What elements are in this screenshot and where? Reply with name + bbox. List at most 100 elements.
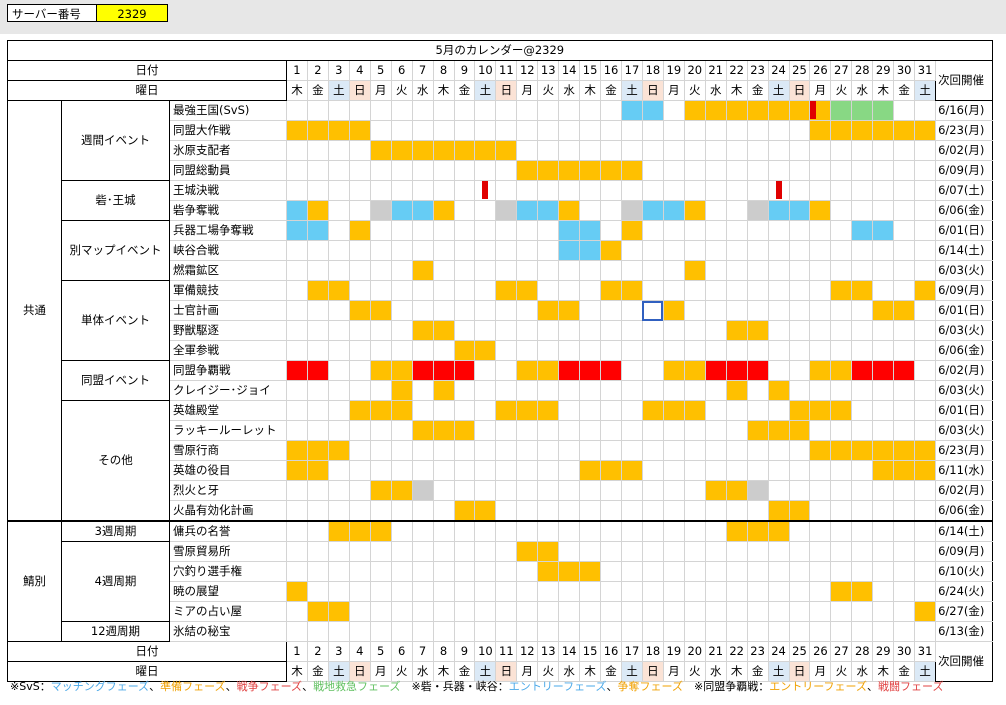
day-cell[interactable] [516,400,539,421]
day-cell[interactable] [579,320,602,341]
event-name[interactable]: 全軍参戦 [169,340,287,361]
day-cell[interactable] [537,561,560,582]
day-cell[interactable] [872,320,895,341]
day-cell[interactable] [830,160,853,181]
day-cell[interactable] [621,100,643,121]
event-name[interactable]: 同盟大作戦 [169,120,287,141]
day-cell[interactable] [641,541,664,562]
day-cell[interactable] [872,360,895,381]
day-cell[interactable] [474,240,497,261]
day-cell[interactable] [516,541,539,562]
weekday-cell[interactable]: 月 [809,661,832,682]
day-cell[interactable] [725,280,748,301]
event-name[interactable]: 士官計画 [169,300,287,321]
day-cell[interactable] [306,280,329,301]
day-number[interactable]: 20 [683,60,706,81]
day-cell[interactable] [830,260,853,281]
day-cell[interactable] [453,160,476,181]
day-cell[interactable] [725,480,748,501]
day-cell[interactable] [872,340,895,361]
day-cell[interactable] [914,280,937,301]
day-cell[interactable] [579,520,602,542]
day-cell[interactable] [914,520,937,542]
day-cell[interactable] [893,541,916,562]
day-cell[interactable] [914,160,937,181]
day-cell[interactable] [306,260,329,281]
day-cell[interactable] [683,320,706,341]
day-cell[interactable] [788,340,811,361]
day-cell[interactable] [893,120,916,141]
day-cell[interactable] [579,220,602,241]
day-cell[interactable] [390,500,413,522]
event-name[interactable]: 暁の展望 [169,581,287,602]
day-cell[interactable] [746,280,769,301]
day-number[interactable]: 13 [537,60,560,81]
day-cell[interactable] [390,120,413,141]
day-cell[interactable] [495,440,518,461]
day-cell[interactable] [453,400,476,421]
next-date[interactable]: 6/10(火) [935,561,993,582]
day-cell[interactable] [348,240,371,261]
day-cell[interactable] [830,340,853,361]
day-cell[interactable] [600,581,622,602]
day-cell[interactable] [537,360,560,381]
day-cell[interactable] [286,561,308,582]
day-cell[interactable] [579,260,602,281]
day-cell[interactable] [872,100,895,121]
day-cell[interactable] [788,300,811,321]
day-cell[interactable] [369,280,392,301]
next-date[interactable]: 6/09(月) [935,280,993,301]
day-cell[interactable] [286,360,308,381]
next-date[interactable]: 6/03(火) [935,320,993,341]
day-number[interactable]: 9 [453,60,476,81]
day-number[interactable]: 1 [286,60,308,81]
day-cell[interactable] [851,260,874,281]
day-cell[interactable] [390,520,413,542]
event-name[interactable]: 同盟総動員 [169,160,287,181]
day-cell[interactable] [516,240,539,261]
day-cell[interactable] [662,220,685,241]
day-cell[interactable] [662,601,685,622]
day-cell[interactable] [767,480,790,501]
day-cell[interactable] [830,360,853,381]
day-cell[interactable] [306,581,329,602]
weekday-cell[interactable]: 火 [830,80,853,101]
day-cell[interactable] [558,561,581,582]
day-cell[interactable] [348,621,371,642]
day-cell[interactable] [893,500,916,522]
event-name[interactable]: 峡谷合戦 [169,240,287,261]
day-cell[interactable] [851,120,874,141]
day-cell[interactable] [579,200,602,221]
day-number[interactable]: 19 [662,60,685,81]
day-cell[interactable] [725,420,748,441]
day-cell[interactable] [830,541,853,562]
day-cell[interactable] [453,541,476,562]
day-cell[interactable] [662,520,685,542]
day-cell[interactable] [348,460,371,481]
weekday-cell[interactable]: 土 [327,661,350,682]
day-cell[interactable] [369,400,392,421]
day-cell[interactable] [516,200,539,221]
day-cell[interactable] [893,400,916,421]
day-cell[interactable] [725,160,748,181]
day-cell[interactable] [893,621,916,642]
day-cell[interactable] [662,380,685,401]
day-cell[interactable] [432,340,455,361]
weekday-cell[interactable]: 土 [621,661,643,682]
day-cell[interactable] [746,220,769,241]
day-cell[interactable] [474,480,497,501]
day-cell[interactable] [579,120,602,141]
day-cell[interactable] [495,220,518,241]
day-cell[interactable] [327,541,350,562]
day-cell[interactable] [495,100,518,121]
day-number[interactable]: 16 [600,641,622,662]
day-cell[interactable] [600,541,622,562]
day-cell[interactable] [914,541,937,562]
event-name[interactable]: 燃霜鉱区 [169,260,287,281]
day-cell[interactable] [286,280,308,301]
next-date[interactable]: 6/03(火) [935,380,993,401]
day-cell[interactable] [432,500,455,522]
day-cell[interactable] [348,220,371,241]
weekday-cell[interactable]: 金 [306,661,329,682]
day-cell[interactable] [662,200,685,221]
